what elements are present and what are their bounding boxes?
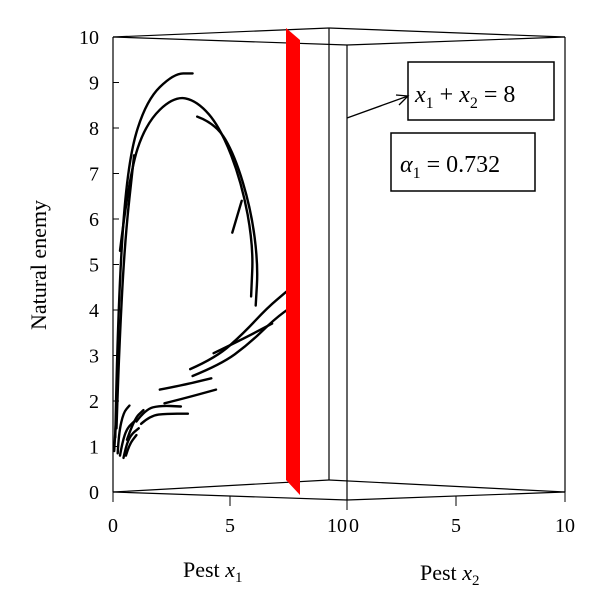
y-tick-label-7: 7 xyxy=(89,164,99,186)
trajectory-9 xyxy=(158,377,213,391)
box-top-front-left xyxy=(112,36,348,46)
x2-tick-label-0: 0 xyxy=(349,515,359,537)
x1-tick-label-10: 10 xyxy=(327,515,347,537)
y-tick-label-1: 1 xyxy=(89,437,99,459)
plot-box xyxy=(112,27,566,501)
y-axis-ticks: 0 1 2 3 4 5 6 7 8 9 10 xyxy=(79,27,119,504)
y-tick-label-10: 10 xyxy=(79,27,99,49)
equation-label: x1 + x2 = 8 xyxy=(414,82,515,112)
parameter-label: α1 = 0.732 xyxy=(400,152,500,182)
trajectory-16 xyxy=(122,427,140,460)
parameter-box xyxy=(390,132,536,192)
trajectory-14 xyxy=(116,404,131,455)
y-tick-label-6: 6 xyxy=(89,209,99,231)
trajectory-1 xyxy=(114,72,194,439)
trajectory-12 xyxy=(139,412,190,425)
equation-arrow xyxy=(346,94,410,119)
y-tick-label-3: 3 xyxy=(89,346,99,368)
box-bottom-right xyxy=(328,479,566,493)
trajectory-3 xyxy=(196,115,259,307)
x2-tick-label-10: 10 xyxy=(555,515,575,537)
equation-box xyxy=(407,61,555,121)
y-tick-label-8: 8 xyxy=(89,118,99,140)
y-tick-label-2: 2 xyxy=(89,391,99,413)
y-axis-label: Natural enemy xyxy=(26,200,51,330)
x1-tick-label-0: 0 xyxy=(108,515,118,537)
trajectory-10 xyxy=(163,388,218,405)
box-top-left xyxy=(112,27,330,38)
trajectory-4 xyxy=(231,199,243,234)
trajectory-15 xyxy=(118,420,136,457)
plane-x1-plus-x2 xyxy=(286,28,300,495)
trajectory-7 xyxy=(191,304,295,378)
trajectory-2 xyxy=(118,96,254,298)
box-top-front-right xyxy=(346,36,566,46)
trajectory-11 xyxy=(135,404,183,423)
box-top-right xyxy=(328,27,566,38)
x2-tick-label-5: 5 xyxy=(451,515,461,537)
trajectory-18 xyxy=(113,408,118,453)
y-tick-label-0: 0 xyxy=(89,482,99,504)
y-tick-label-4: 4 xyxy=(89,300,99,322)
y-tick-label-5: 5 xyxy=(89,255,99,277)
x2-axis-ticks: 0 5 10 xyxy=(346,492,575,537)
x1-tick-label-5: 5 xyxy=(225,515,235,537)
trajectory-6 xyxy=(189,290,288,371)
x1-axis-label: Pest x1 xyxy=(183,557,242,586)
x1-axis-ticks: 0 5 10 xyxy=(108,492,348,537)
trajectory-5 xyxy=(115,154,136,430)
x2-axis-label: Pest x2 xyxy=(420,560,479,589)
y-tick-label-9: 9 xyxy=(89,73,99,95)
trajectories xyxy=(113,72,300,460)
trajectory-17 xyxy=(124,433,138,457)
trajectory-8 xyxy=(212,322,274,355)
